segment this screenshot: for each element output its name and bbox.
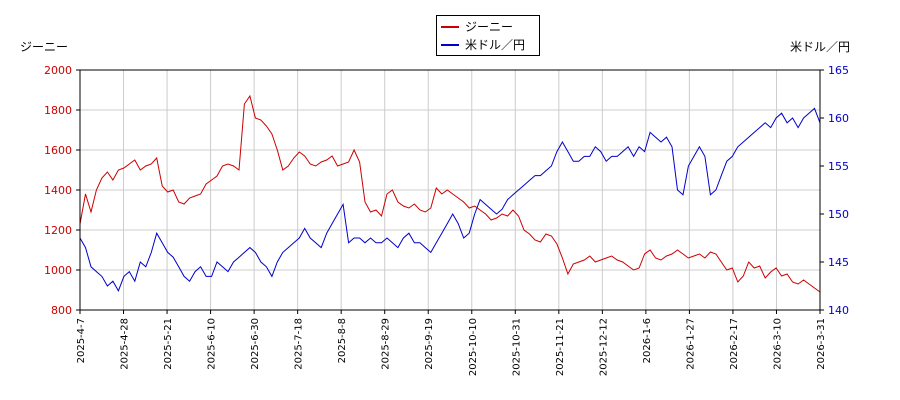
x-axis-tick-label: 2026-1-27 (685, 318, 696, 370)
x-axis-tick-label: 2025-12-12 (598, 318, 609, 376)
x-axis-tick-label: 2025-8-29 (381, 318, 392, 370)
x-axis-tick-label: 2025-6-10 (207, 318, 218, 370)
x-axis-tick-label: 2025-8-8 (337, 318, 348, 363)
x-axis-tick-label: 2025-10-31 (511, 318, 522, 376)
right-axis-title: 米ドル／円 (790, 40, 851, 54)
axis-ticks: 800 1000 1200 1400 1600 1800 2000 140 145 150 155 1… (44, 64, 849, 376)
right-axis-tick-label: 140 (828, 304, 849, 317)
left-axis-tick-label: 1800 (44, 104, 72, 117)
right-axis-tick-label: 155 (828, 160, 849, 173)
series-line-genie (79, 94, 821, 293)
x-axis-tick-label: 2025-4-28 (120, 318, 131, 370)
legend-item-usdjpy: 米ドル／円 (441, 37, 525, 53)
right-axis-tick-label: 160 (828, 112, 849, 125)
x-axis-tick-label: 2025-5-21 (163, 318, 174, 370)
left-axis-tick-label: 1600 (44, 144, 72, 157)
x-axis-tick-label: 2025-10-10 (468, 318, 479, 376)
x-axis-tick-label: 2025-11-21 (555, 318, 566, 376)
left-axis-tick-label: 1200 (44, 224, 72, 237)
right-axis-tick-label: 145 (828, 256, 849, 269)
legend-label-usdjpy: 米ドル／円 (465, 38, 526, 52)
left-axis-tick-label: 2000 (44, 64, 72, 77)
legend-swatch-genie (441, 26, 459, 28)
x-axis-tick-label: 2026-2-17 (729, 318, 740, 370)
series-line-usdjpy (79, 107, 821, 292)
right-axis-tick-label: 150 (828, 208, 849, 221)
left-axis-tick-label: 800 (51, 304, 72, 317)
legend-item-genie: ジーニー (441, 19, 513, 35)
right-axis-tick-label: 165 (828, 64, 849, 77)
legend: ジーニー 米ドル／円 (436, 15, 540, 56)
legend-swatch-usdjpy (441, 44, 459, 46)
x-axis-tick-label: 2025-6-30 (250, 318, 261, 370)
left-axis-title: ジーニー (20, 40, 69, 54)
left-axis-tick-label: 1400 (44, 184, 72, 197)
x-axis-tick-label: 2026-3-10 (772, 318, 783, 370)
x-axis-tick-label: 2026-1-6 (642, 318, 653, 363)
series-lines (79, 94, 821, 293)
x-axis-tick-label: 2025-4-7 (76, 318, 87, 363)
grid-lines (79, 69, 821, 311)
x-axis-tick-label: 2025-9-19 (424, 318, 435, 370)
legend-label-genie: ジーニー (465, 20, 514, 34)
x-axis-tick-label: 2025-7-18 (294, 318, 305, 370)
x-axis-tick-label: 2026-3-31 (816, 318, 827, 370)
left-axis-tick-label: 1000 (44, 264, 72, 277)
